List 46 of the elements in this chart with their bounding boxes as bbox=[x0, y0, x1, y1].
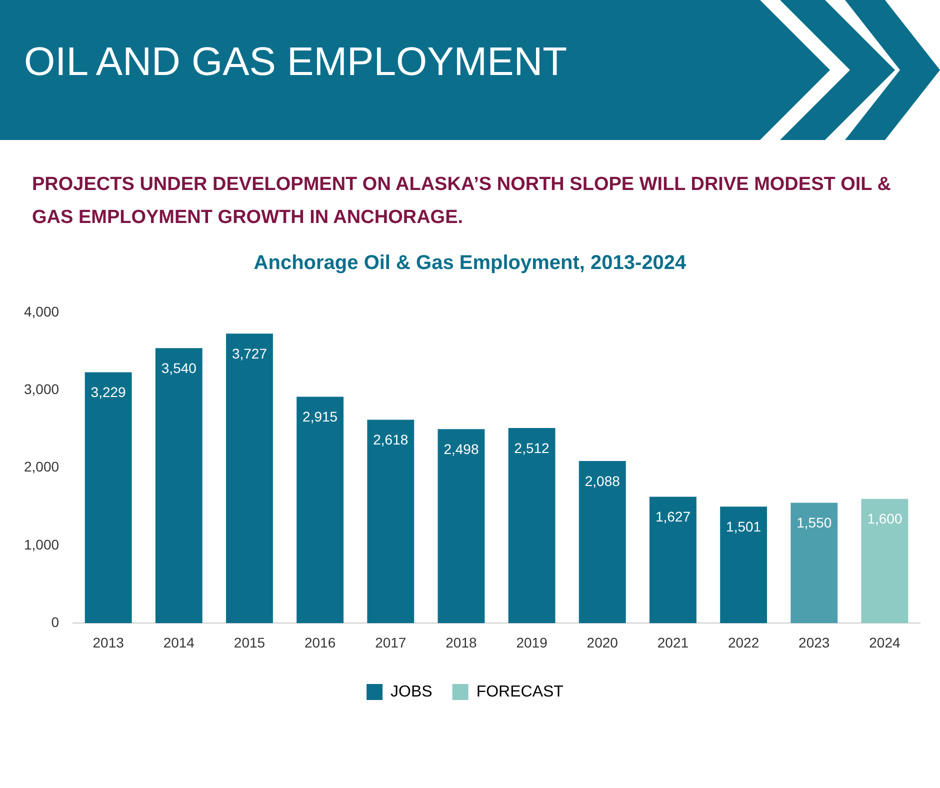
legend-label: FORECAST bbox=[476, 683, 564, 700]
y-tick-label: 3,000 bbox=[24, 380, 60, 397]
bar bbox=[508, 428, 556, 624]
y-tick-label: 2,000 bbox=[24, 458, 60, 475]
data-label: 1,600 bbox=[867, 510, 902, 527]
bar bbox=[84, 372, 132, 624]
x-tick-label: 2017 bbox=[375, 634, 406, 650]
bar bbox=[226, 334, 273, 624]
bar bbox=[578, 460, 626, 624]
bar bbox=[650, 496, 696, 624]
legend-label: JOBS bbox=[390, 683, 432, 700]
x-tick-label: 2015 bbox=[234, 634, 266, 650]
chart-subtitle: PROJECTS UNDER DEVELOPMENT ON ALASKA’S NORTH SLOPE WILL DRIVE MODEST OIL & GAS EMPLOYMENT GROWTH IN ANCHORAGE. bbox=[32, 173, 892, 230]
data-label: 2,498 bbox=[444, 440, 479, 457]
x-tick-label: 2019 bbox=[516, 634, 548, 650]
bar bbox=[720, 506, 768, 624]
y-tick-label: 4,000 bbox=[24, 303, 60, 320]
x-tick-label: 2023 bbox=[798, 634, 830, 650]
data-label: 3,229 bbox=[90, 384, 126, 400]
data-label: 2,512 bbox=[514, 440, 550, 456]
data-label: 1,627 bbox=[655, 508, 691, 525]
data-label: 3,540 bbox=[161, 360, 197, 376]
data-label: 2,915 bbox=[302, 408, 338, 425]
x-tick-label: 2016 bbox=[304, 634, 336, 650]
data-label: 1,550 bbox=[796, 514, 832, 531]
y-tick-label: 0 bbox=[51, 614, 60, 630]
data-label: 3,727 bbox=[232, 345, 268, 362]
bar bbox=[296, 396, 344, 624]
x-tick-label: 2022 bbox=[728, 634, 760, 650]
bar bbox=[790, 502, 838, 624]
bar bbox=[155, 348, 202, 624]
x-tick-label: 2024 bbox=[869, 634, 900, 650]
x-tick-label: 2014 bbox=[163, 634, 195, 650]
data-label: 1,501 bbox=[726, 518, 762, 534]
text: Anchorage Oil & Gas Employment, 2013-2024 bbox=[252, 252, 688, 275]
data-label: 2,618 bbox=[373, 432, 408, 448]
chart-title: OIL AND GAS EMPLOYMENT bbox=[24, 40, 568, 85]
x-tick-label: 2013 bbox=[92, 634, 124, 650]
x-tick-label: 2021 bbox=[657, 634, 689, 650]
bar bbox=[438, 429, 485, 624]
bar bbox=[367, 420, 414, 624]
x-tick-label: 2020 bbox=[586, 634, 618, 650]
x-tick-label: 2018 bbox=[446, 634, 478, 650]
y-tick-label: 1,000 bbox=[24, 536, 60, 552]
data-label: 2,088 bbox=[584, 472, 620, 489]
bar bbox=[861, 498, 908, 624]
